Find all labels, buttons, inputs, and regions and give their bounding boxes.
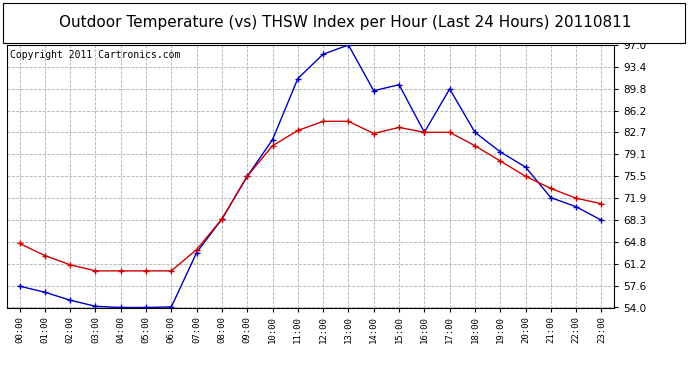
FancyBboxPatch shape xyxy=(3,3,685,43)
Text: Outdoor Temperature (vs) THSW Index per Hour (Last 24 Hours) 20110811: Outdoor Temperature (vs) THSW Index per … xyxy=(59,15,631,30)
Text: Copyright 2011 Cartronics.com: Copyright 2011 Cartronics.com xyxy=(10,50,180,60)
